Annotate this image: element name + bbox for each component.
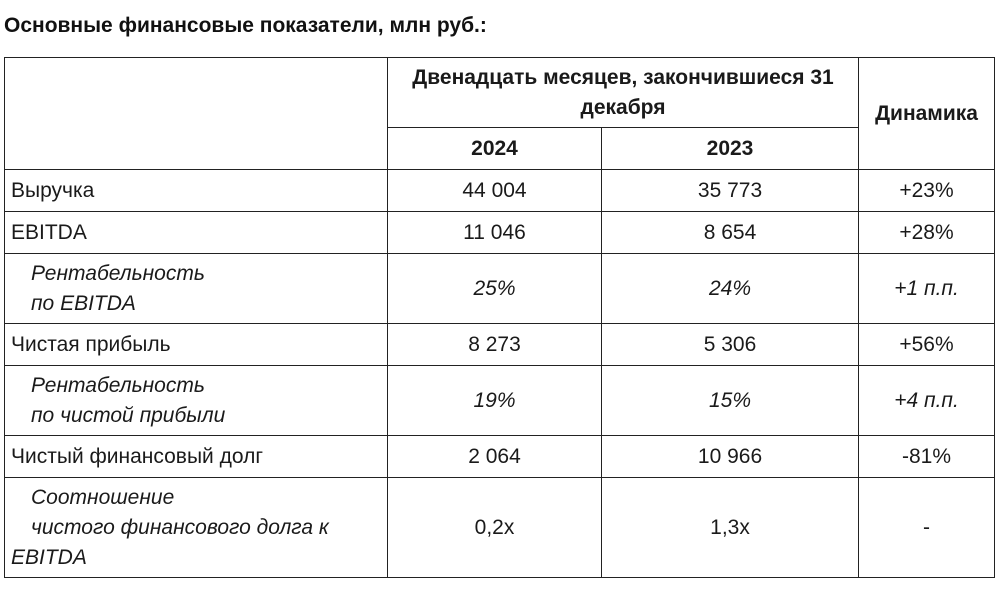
value-2023: 8 654 (600, 211, 860, 254)
page-title: Основные финансовые показатели, млн руб.… (4, 14, 487, 37)
value-2023: 10 966 (600, 435, 860, 478)
value-2023: 15% (600, 365, 860, 436)
table-row: Чистый финансовый долг 2 064 10 966 -81% (4, 435, 996, 478)
dynamics-value: +1 п.п. (858, 253, 996, 324)
row-label-line: по EBITDA (31, 291, 136, 315)
table-row: Соотношение чистого финансового долга к … (4, 477, 996, 578)
row-label: Чистый финансовый долг (4, 435, 388, 478)
table-row: Чистая прибыль 8 273 5 306 +56% (4, 323, 996, 366)
value-2023: 1,3x (600, 477, 860, 578)
row-label-line: по чистой прибыли (31, 403, 226, 427)
header-year-2024: 2024 (387, 127, 602, 170)
value-2024: 8 273 (387, 323, 602, 366)
row-label: Соотношение чистого финансового долга к … (4, 477, 388, 578)
header-years-row: 2024 2023 (5, 127, 995, 170)
dynamics-value: +4 п.п. (858, 365, 996, 436)
row-label-line: чистого финансового долга к (31, 515, 329, 539)
row-label: Рентабельность по EBITDA (4, 253, 388, 324)
value-2024: 0,2x (387, 477, 602, 578)
row-label-line: Соотношение (31, 485, 175, 509)
dynamics-value: +28% (858, 211, 996, 254)
header-row: Двенадцать месяцев, закончившиеся 31 дек… (4, 57, 996, 170)
financial-table: Двенадцать месяцев, закончившиеся 31 дек… (4, 57, 996, 578)
row-label: EBITDA (4, 211, 388, 254)
dynamics-value: +23% (858, 169, 996, 212)
value-2024: 25% (387, 253, 602, 324)
value-2024: 2 064 (387, 435, 602, 478)
table-row: EBITDA 11 046 8 654 +28% (4, 211, 996, 254)
value-2023: 5 306 (600, 323, 860, 366)
value-2024: 44 004 (387, 169, 602, 212)
value-2024: 11 046 (387, 211, 602, 254)
row-label-line: Рентабельность (31, 373, 205, 397)
dynamics-value: - (858, 477, 996, 578)
row-label: Выручка (4, 169, 388, 212)
row-label: Рентабельность по чистой прибыли (4, 365, 388, 436)
header-empty-cell (4, 57, 388, 170)
row-label-line: EBITDA (11, 545, 87, 569)
dynamics-value: -81% (858, 435, 996, 478)
value-2024: 19% (387, 365, 602, 436)
dynamics-value: +56% (858, 323, 996, 366)
table-row: Выручка 44 004 35 773 +23% (4, 169, 996, 212)
header-dynamics: Динамика (858, 57, 996, 170)
row-label-line: Рентабельность (31, 261, 205, 285)
table-row: Рентабельность по чистой прибыли 19% 15%… (4, 365, 996, 436)
value-2023: 24% (600, 253, 860, 324)
table-row: Рентабельность по EBITDA 25% 24% +1 п.п. (4, 253, 996, 324)
value-2023: 35 773 (600, 169, 860, 212)
header-period: Двенадцать месяцев, закончившиеся 31 дек… (386, 57, 860, 128)
row-label: Чистая прибыль (4, 323, 388, 366)
header-year-2023: 2023 (600, 127, 860, 170)
